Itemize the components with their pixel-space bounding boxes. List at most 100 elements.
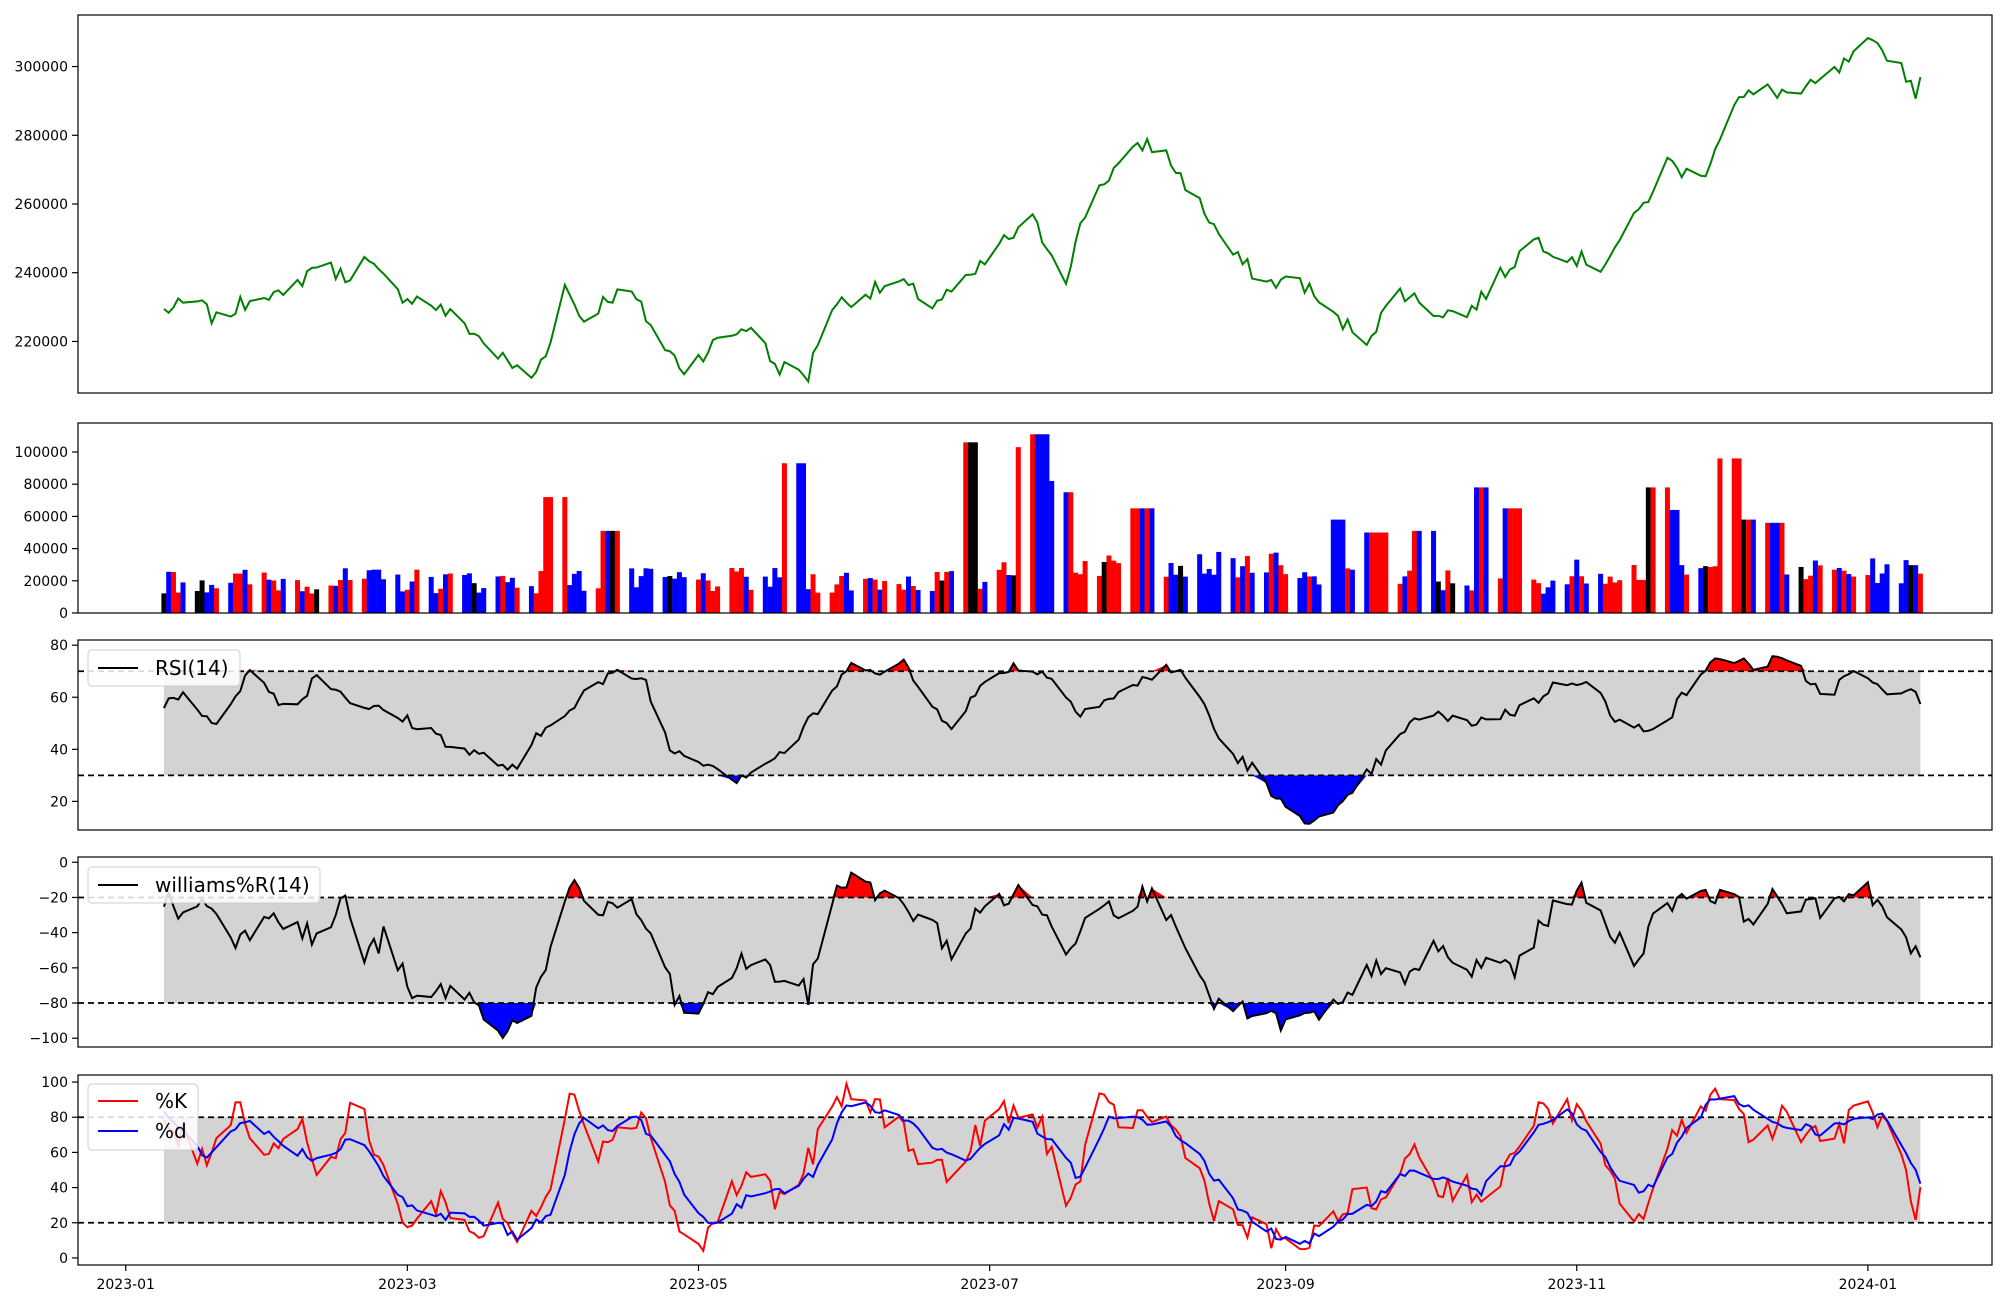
volume-bar [906,576,912,613]
volume-bar [648,568,654,613]
y-tick-label: 260000 [15,197,68,213]
volume-bar [1302,572,1308,613]
volume-bar [1397,583,1403,613]
volume-bar [1034,434,1040,613]
y-tick-label: 80 [50,638,68,654]
volume-bar [1068,492,1074,613]
volume-bar [1831,569,1837,613]
volume-bar [443,574,449,613]
volume-bar [371,569,377,613]
volume-bar [963,442,969,613]
volume-bars [161,434,1923,613]
volume-bar [299,591,305,613]
volume-bar [972,442,978,613]
volume-bar [1435,581,1441,613]
volume-bar [409,581,415,613]
volume-bar [1173,574,1179,613]
volume-bar [1073,572,1079,613]
volume-bar [614,530,620,613]
volume-bar [1006,575,1012,613]
y-tick-label: 20000 [23,574,68,590]
volume-bar [1531,579,1537,613]
volume-bar [681,577,687,613]
volume-bar [939,580,945,613]
williams-legend-label: williams%R(14) [155,873,310,897]
volume-bar [1039,434,1045,613]
volume-bar [500,575,506,613]
volume-bar [1817,565,1823,613]
volume-bar [748,589,754,613]
volume-bar [1030,434,1036,613]
volume-bar [275,590,281,613]
rsi-overbought-fill [163,656,1921,672]
rsi-y-axis: 20 40 60 80 [50,638,78,810]
y-tick-label: −60 [38,961,68,977]
price-panel: 220000 240000 260000 280000 300000 [15,14,1993,394]
volume-bar [667,576,673,613]
volume-bar [1149,508,1155,613]
volume-bar [1230,558,1236,613]
volume-bar [170,571,176,613]
volume-bar [576,570,582,613]
volume-bar [1440,590,1446,613]
volume-bar [414,569,420,613]
price-line [163,36,1922,384]
volume-bar [1416,530,1422,613]
volume-bar [1769,522,1775,613]
rsi-legend: RSI(14) [87,649,241,687]
volume-bar [848,590,854,613]
volume-bar [910,586,916,613]
volume-bar [1497,578,1503,613]
volume-bar [1784,574,1790,613]
rsi-legend-label: RSI(14) [155,656,229,680]
volume-bar [1698,568,1704,613]
volume-bar [1545,587,1551,613]
volume-bar [877,589,883,613]
volume-bar [1617,580,1623,613]
price-panel-frame [77,14,1993,394]
volume-bar [380,579,386,613]
volume-bar [1913,565,1919,613]
volume-bar [1249,572,1255,613]
volume-bar [261,572,267,613]
volume-bar [944,571,950,613]
volume-bar [242,569,248,613]
volume-bar [194,590,200,613]
rsi-panel-frame [77,639,1993,831]
volume-bar [781,463,787,613]
volume-bar [1674,509,1680,613]
volume-bar [314,589,320,613]
volume-bar [1240,566,1246,613]
volume-bar [567,585,573,613]
volume-bar [734,571,740,613]
volume-bar [1612,582,1618,613]
volume-bar [595,588,601,613]
volume-bar [1364,532,1370,613]
volume-bar [1168,562,1174,613]
volume-bar [1130,508,1136,613]
volume-bar [233,573,239,613]
volume-bar [1077,574,1083,613]
volume-bar [1178,565,1184,613]
y-tick-label: −100 [30,1031,68,1047]
volume-bar [1478,487,1484,613]
y-tick-label: 80 [50,1110,68,1126]
volume-bar [1798,566,1804,613]
williams-panel: −100 −80 −60 −40 −20 0 williams%R(14) [30,855,1993,1048]
volume-bar [1411,530,1417,613]
volume-bar [1407,570,1413,613]
volume-bar [1779,522,1785,613]
volume-bar [968,442,974,613]
rsi-panel: 20 40 60 80 RSI(14) [50,638,1993,831]
volume-bar [710,590,716,613]
volume-bar [743,576,749,613]
volume-bar [1201,573,1207,613]
volume-bar [1111,560,1117,613]
volume-bar [1197,554,1203,613]
volume-bar [180,582,186,613]
volume-bar [1330,519,1336,613]
volume-panel-frame [77,422,1993,614]
price-y-axis: 220000 240000 260000 280000 300000 [15,60,78,350]
y-tick-label: 60 [50,690,68,706]
